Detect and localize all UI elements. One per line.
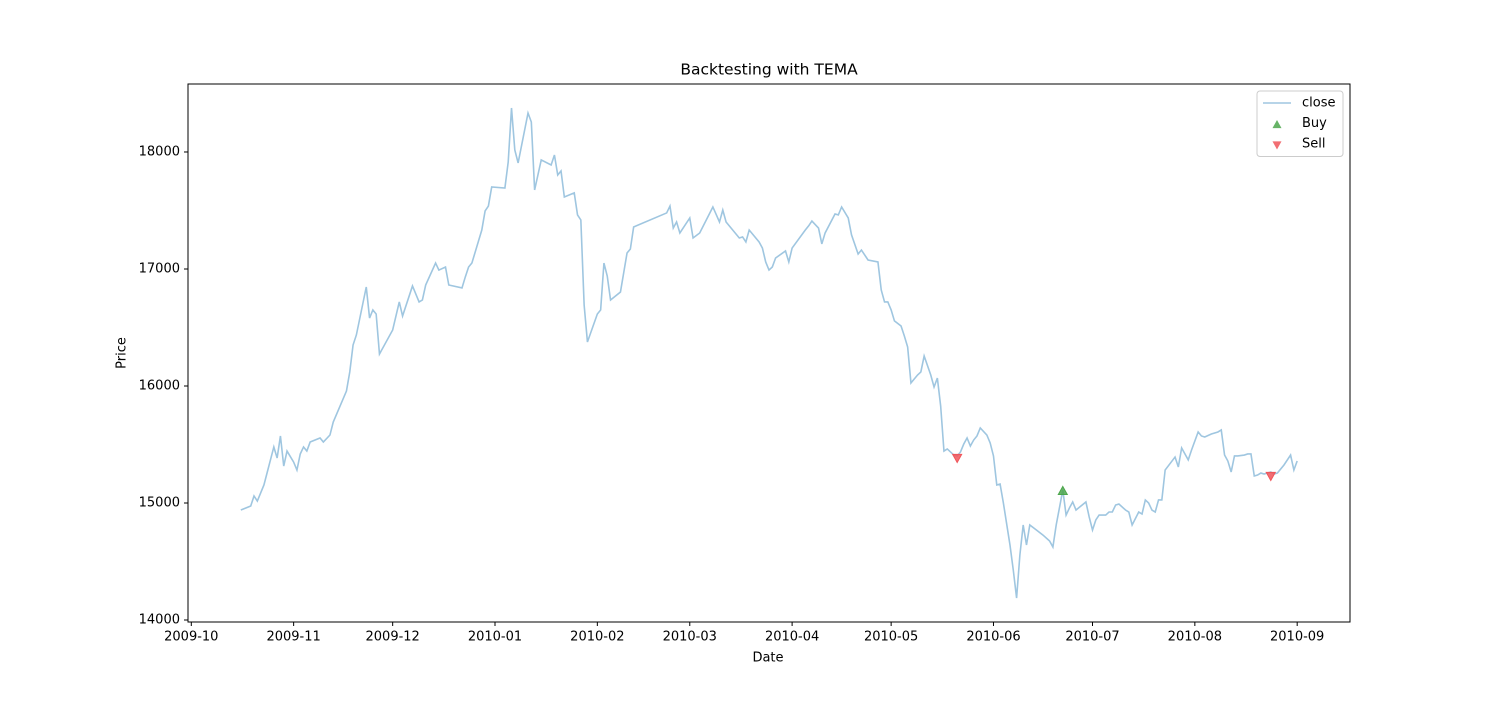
x-tick-label: 2009-10 [164, 630, 218, 645]
signal-marker [951, 453, 963, 464]
legend-label: close [1302, 96, 1335, 111]
y-tick-label: 14000 [139, 613, 180, 628]
x-tick-label: 2010-05 [864, 630, 918, 645]
x-tick-label: 2010-04 [765, 630, 819, 645]
x-tick-label: 2010-03 [663, 630, 717, 645]
x-tick-label: 2009-11 [266, 630, 320, 645]
price-line [240, 107, 1298, 599]
x-tick-label: 2010-06 [966, 630, 1020, 645]
legend-label: Buy [1302, 116, 1327, 131]
legend-label: Sell [1302, 137, 1325, 152]
plot-area [240, 107, 1298, 599]
y-tick-label: 15000 [139, 496, 180, 511]
x-tick-label: 2010-08 [1168, 630, 1222, 645]
x-axis-label: Date [752, 651, 783, 666]
legend-marker [1272, 141, 1282, 150]
x-tick-label: 2009-12 [366, 630, 420, 645]
y-tick-label: 18000 [139, 144, 180, 159]
x-tick-label: 2010-01 [468, 630, 522, 645]
legend-box [1256, 90, 1344, 157]
axes-frame [187, 83, 1351, 623]
chart-title: Backtesting with TEMA [680, 61, 858, 79]
signal-marker [1057, 485, 1069, 496]
x-tick-label: 2010-07 [1065, 630, 1119, 645]
legend: close Buy Sell [1256, 90, 1344, 157]
x-tick-label: 2010-09 [1270, 630, 1324, 645]
y-tick-label: 17000 [139, 261, 180, 276]
y-axis-label: Price [115, 337, 130, 369]
y-tick-label: 16000 [139, 378, 180, 393]
legend-marker [1272, 120, 1282, 129]
signal-marker [1265, 471, 1277, 482]
x-tick-label: 2010-02 [570, 630, 624, 645]
